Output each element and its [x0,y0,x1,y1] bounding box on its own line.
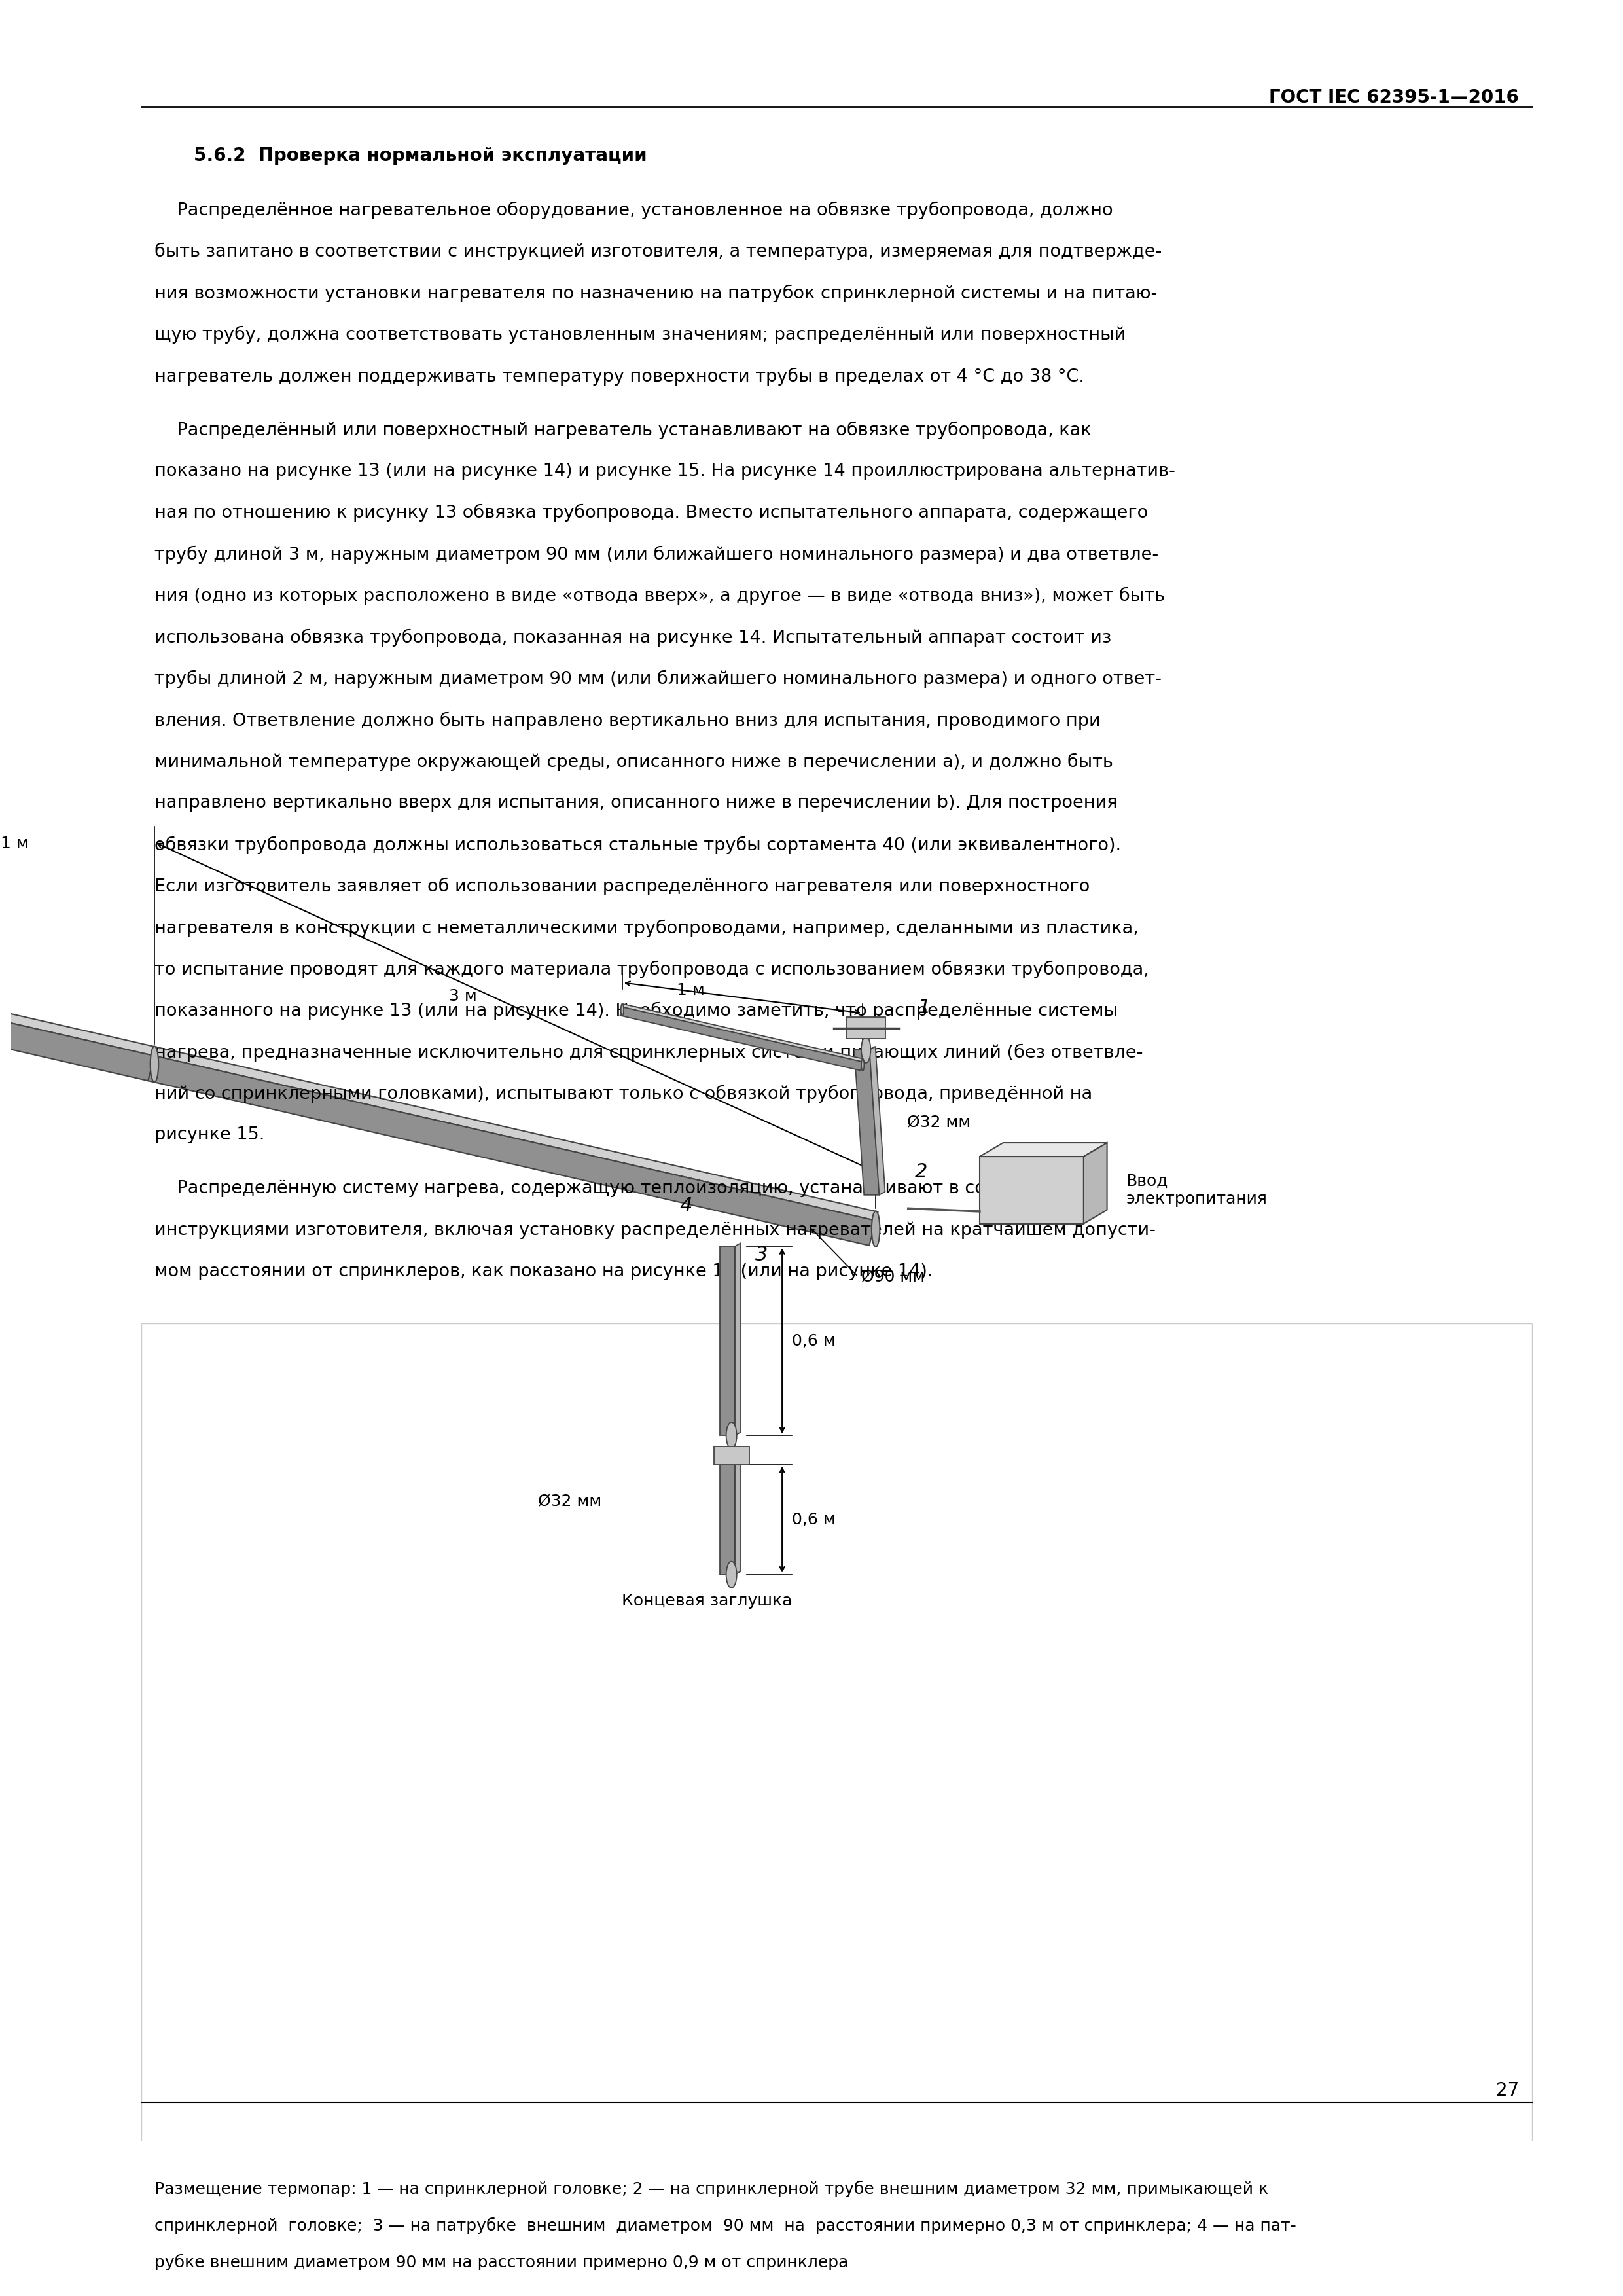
Ellipse shape [862,1058,863,1070]
Text: 2: 2 [915,1162,927,1180]
Ellipse shape [151,1047,159,1081]
Text: Размещение термопар: 1 — на спринклерной головке; 2 — на спринклерной трубе внеш: Размещение термопар: 1 — на спринклерной… [154,2181,1268,2197]
Text: Концевая заглушка: Концевая заглушка [622,1593,792,1609]
Polygon shape [0,1001,154,1081]
Text: вления. Ответвление должно быть направлено вертикально вниз для испытания, прово: вления. Ответвление должно быть направле… [154,712,1100,730]
Text: спринклерной  головке;  3 — на патрубке  внешним  диаметром  90 мм  на  расстоян: спринклерной головке; 3 — на патрубке вн… [154,2218,1297,2234]
Text: ния возможности установки нагревателя по назначению на патрубок спринклерной сис: ния возможности установки нагревателя по… [154,285,1157,303]
Text: Ø32 мм: Ø32 мм [537,1492,602,1508]
Text: 4: 4 [680,1196,693,1215]
Text: показанного на рисунке 13 (или на рисунке 14). Необходимо заметить, что распреде: показанного на рисунке 13 (или на рисунк… [154,1001,1118,1019]
Text: 1: 1 [919,999,930,1017]
Text: Если изготовитель заявляет об использовании распределённого нагревателя или пове: Если изготовитель заявляет об использова… [154,877,1089,895]
Text: 1 м: 1 м [677,983,704,999]
Polygon shape [719,1247,735,1435]
Polygon shape [0,992,157,1056]
Ellipse shape [725,1421,737,1449]
Text: 27: 27 [1496,2080,1519,2099]
Text: мом расстоянии от спринклеров, как показано на рисунке 13 (или на рисунке 14).: мом расстоянии от спринклеров, как показ… [154,1263,933,1281]
Bar [980,1157,1084,1224]
Polygon shape [719,1465,735,1575]
Text: обвязки трубопровода должны использоваться стальные трубы сортамента 40 (или экв: обвязки трубопровода должны использовать… [154,836,1121,854]
Text: Распределённый или поверхностный нагреватель устанавливают на обвязке трубопрово: Распределённый или поверхностный нагрева… [154,420,1091,439]
Bar [714,1446,750,1465]
Ellipse shape [862,1035,870,1063]
Polygon shape [980,1143,1107,1157]
Polygon shape [735,1463,740,1575]
Text: Распределённую систему нагрева, содержащую теплоизоляцию, устанавливают в соотве: Распределённую систему нагрева, содержащ… [154,1180,1107,1199]
Text: Ø32 мм: Ø32 мм [907,1114,971,1130]
Polygon shape [622,1003,863,1063]
Text: быть запитано в соответствии с инструкцией изготовителя, а температура, измеряем: быть запитано в соответствии с инструкци… [154,243,1162,262]
Polygon shape [620,1008,863,1070]
Text: трубы длиной 2 м, наружным диаметром 90 мм (или ближайшего номинального размера): трубы длиной 2 м, наружным диаметром 90 … [154,670,1162,689]
Text: ГОСТ IEC 62395-1—2016: ГОСТ IEC 62395-1—2016 [1269,90,1519,108]
Text: трубу длиной 3 м, наружным диаметром 90 мм (или ближайшего номинального размера): трубу длиной 3 м, наружным диаметром 90 … [154,546,1159,563]
Text: рубке внешним диаметром 90 мм на расстоянии примерно 0,9 м от спринклера: рубке внешним диаметром 90 мм на расстоя… [154,2255,849,2271]
Text: то испытание проводят для каждого материала трубопровода с использованием обвязк: то испытание проводят для каждого матери… [154,960,1149,978]
Polygon shape [154,1047,878,1221]
Text: 0,6 м: 0,6 м [792,1511,836,1527]
Text: рисунке 15.: рисунке 15. [154,1127,265,1143]
Ellipse shape [622,1003,623,1017]
Text: Распределённое нагревательное оборудование, установленное на обвязке трубопровод: Распределённое нагревательное оборудован… [154,202,1113,218]
Bar [141,1322,1532,2147]
Text: щую трубу, должна соответствовать установленным значениям; распределённый или по: щую трубу, должна соответствовать устано… [154,326,1126,344]
Text: нагрева, предназначенные исключительно для спринклерных систем и питающих линий : нагрева, предназначенные исключительно д… [154,1045,1143,1061]
Text: ная по отношению к рисунку 13 обвязка трубопровода. Вместо испытательного аппара: ная по отношению к рисунку 13 обвязка тр… [154,505,1147,521]
Polygon shape [870,1047,885,1194]
Text: показано на рисунке 13 (или на рисунке 14) и рисунке 15. На рисунке 14 проиллюст: показано на рисунке 13 (или на рисунке 1… [154,461,1175,480]
Text: инструкциями изготовителя, включая установку распределённых нагревателей на крат: инструкциями изготовителя, включая устан… [154,1221,1156,1240]
Text: минимальной температуре окружающей среды, описанного ниже в перечислении a), и д: минимальной температуре окружающей среды… [154,753,1113,771]
Polygon shape [148,1056,876,1244]
Text: ний со спринклерными головками), испытывают только с обвязкой трубопровода, прив: ний со спринклерными головками), испытыв… [154,1086,1092,1102]
Text: Ввод
электропитания: Ввод электропитания [1126,1173,1268,1208]
Polygon shape [735,1242,740,1435]
Text: использована обвязка трубопровода, показанная на рисунке 14. Испытательный аппар: использована обвязка трубопровода, показ… [154,629,1112,647]
Ellipse shape [725,1561,737,1589]
Text: ния (одно из которых расположено в виде «отвода вверх», а другое — в виде «отвод: ния (одно из которых расположено в виде … [154,588,1165,604]
Text: направлено вертикально вверх для испытания, описанного ниже в перечислении b). Д: направлено вертикально вверх для испытан… [154,794,1117,810]
Text: нагреватель должен поддерживать температуру поверхности трубы в пределах от 4 °С: нагреватель должен поддерживать температ… [154,367,1084,386]
Polygon shape [854,1049,880,1194]
Ellipse shape [872,1210,880,1247]
Bar [847,1017,886,1038]
Text: 3 м: 3 м [450,987,477,1003]
Text: 0,6 м: 0,6 м [792,1334,836,1348]
Polygon shape [1084,1143,1107,1224]
Text: 1 м: 1 м [0,836,29,852]
Text: Ø90 мм: Ø90 мм [862,1270,925,1286]
Text: 3: 3 [755,1244,768,1265]
Text: 5.6.2  Проверка нормальной эксплуатации: 5.6.2 Проверка нормальной эксплуатации [193,147,646,165]
Text: нагревателя в конструкции с неметаллическими трубопроводами, например, сделанным: нагревателя в конструкции с неметалличес… [154,918,1138,937]
